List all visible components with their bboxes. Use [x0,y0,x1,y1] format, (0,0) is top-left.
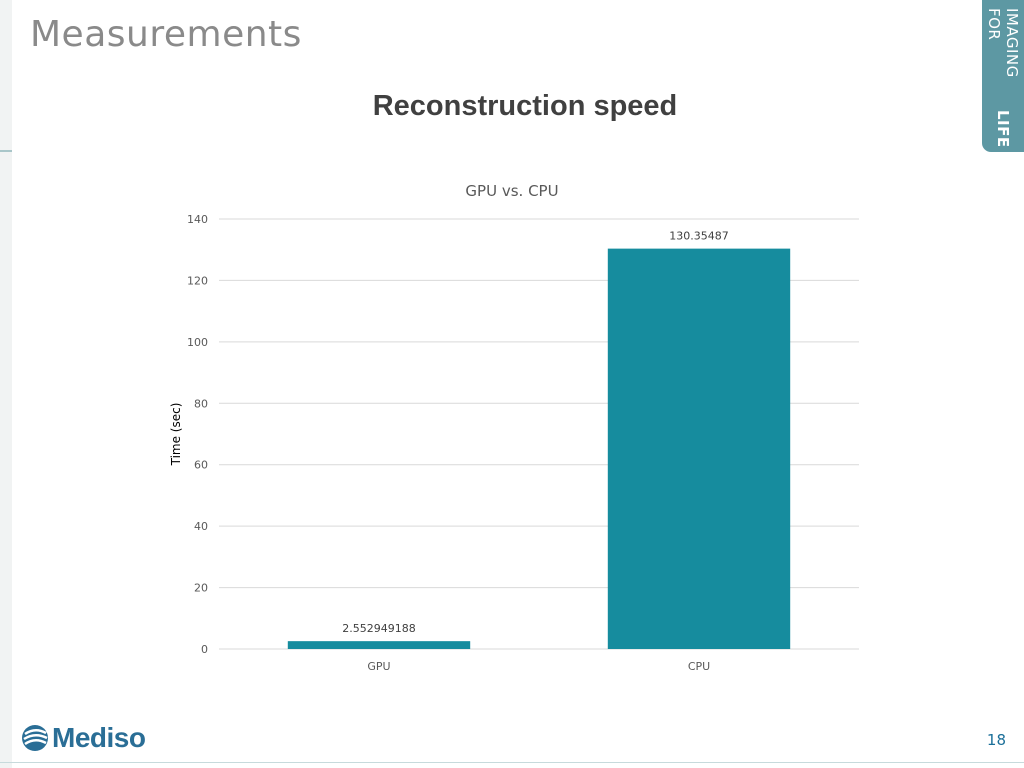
tagline-bold: LIFE [994,110,1012,148]
slide-title: Measurements [30,14,302,55]
y-tick-label: 40 [194,520,208,533]
data-label-cpu: 130.35487 [669,230,729,243]
y-tick-label: 0 [201,643,208,656]
chart-title: GPU vs. CPU [465,182,558,200]
y-tick-label: 120 [187,274,208,287]
bar-chart: GPU vs. CPU Time (sec) 0 20 40 60 80 100 120 14… [169,182,859,673]
category-label-gpu: GPU [367,660,390,673]
category-labels: GPU CPU [367,660,710,673]
header-divider [0,150,12,152]
y-tick-label: 80 [194,397,208,410]
y-tick-label: 140 [187,213,208,226]
category-label-cpu: CPU [688,660,710,673]
bars [287,248,791,649]
bar-cpu [607,248,791,649]
mediso-logo: Mediso [20,722,146,754]
y-tick-label: 60 [194,459,208,472]
logo-text: Mediso [52,722,146,753]
data-labels: 2.552949188 130.35487 [342,230,728,636]
page-number: 18 [986,731,1006,749]
data-label-gpu: 2.552949188 [342,622,415,635]
y-tick-label: 20 [194,582,208,595]
left-margin-strip [0,0,12,768]
tagline-text: IMAGING FOR LIFE [982,8,1024,148]
tagline-tab: IMAGING FOR LIFE [982,0,1024,152]
mediso-logo-icon [22,725,48,751]
y-tick-label: 100 [187,336,208,349]
bar-gpu [287,641,471,649]
y-axis-label: Time (sec) [169,403,183,467]
footer-divider [0,762,1024,763]
slide-subtitle: Reconstruction speed [372,90,678,122]
y-tick-labels: 0 20 40 60 80 100 120 140 [187,213,208,656]
tagline-light: IMAGING FOR [985,8,1021,78]
